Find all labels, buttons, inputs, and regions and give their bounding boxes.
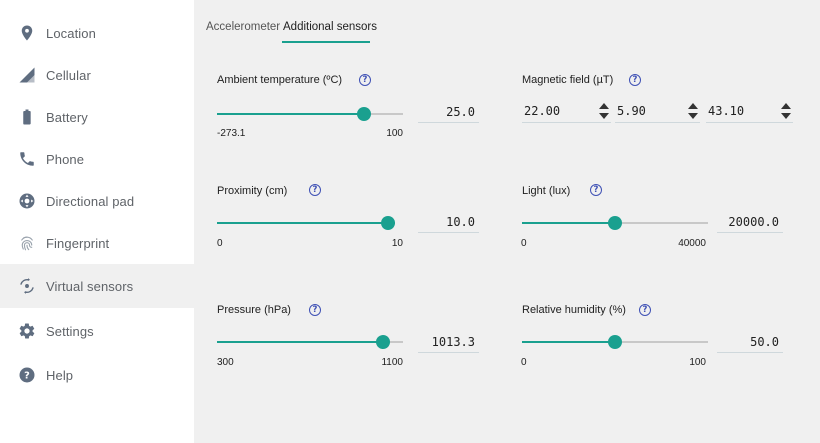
relative-humidity-help-icon[interactable]: ? — [639, 304, 651, 316]
slider-thumb[interactable] — [381, 216, 395, 230]
proximity-max: 10 — [391, 238, 403, 249]
slider-thumb[interactable] — [376, 335, 390, 349]
spinner-arrows-icon[interactable] — [599, 102, 609, 120]
ambient-temperature-help-icon[interactable]: ? — [359, 74, 371, 86]
ambient-temperature-input[interactable]: 25.0 — [418, 101, 479, 123]
tab-active-indicator — [282, 41, 370, 43]
proximity-input[interactable]: 10.0 — [418, 211, 479, 233]
slider-fill — [522, 341, 615, 343]
help-icon: ? — [17, 365, 37, 385]
fingerprint-icon — [17, 233, 37, 253]
proximity-slider[interactable] — [217, 215, 395, 231]
svg-text:?: ? — [24, 370, 30, 381]
light-slider[interactable] — [522, 215, 708, 231]
slider-fill — [217, 341, 383, 343]
pressure-slider[interactable] — [217, 334, 403, 350]
light-min: 0 — [521, 238, 527, 249]
dpad-icon — [17, 191, 37, 211]
light-input[interactable]: 20000.0 — [717, 211, 783, 233]
light-label: Light (lux) — [522, 185, 571, 197]
pressure-label: Pressure (hPa) — [217, 304, 291, 316]
sidebar-item-label: Cellular — [46, 67, 91, 83]
sidebar-item-virtual-sensors[interactable]: Virtual sensors — [0, 264, 194, 308]
ambient-temperature-label: Ambient temperature (ºC) — [217, 74, 343, 86]
phone-icon — [17, 149, 37, 169]
slider-thumb[interactable] — [608, 335, 622, 349]
sidebar-item-label: Help — [46, 367, 74, 383]
sidebar: Location Cellular Battery Phone Directio… — [0, 0, 194, 443]
sidebar-item-battery[interactable]: Battery — [0, 95, 194, 139]
pressure-input[interactable]: 1013.3 — [418, 331, 479, 353]
sidebar-item-label: Settings — [46, 323, 94, 339]
gear-icon — [17, 321, 37, 341]
magnetic-field-label: Magnetic field (µT) — [522, 74, 614, 86]
relative-humidity-input[interactable]: 50.0 — [717, 331, 783, 353]
proximity-min: 0 — [217, 238, 223, 249]
proximity-label: Proximity (cm) — [217, 185, 288, 197]
pressure-help-icon[interactable]: ? — [309, 304, 321, 316]
location-pin-icon — [17, 23, 37, 43]
sidebar-item-label: Directional pad — [46, 193, 135, 209]
slider-thumb[interactable] — [357, 107, 371, 121]
slider-fill — [217, 113, 364, 115]
relative-humidity-min: 0 — [521, 357, 527, 368]
magnetic-field-x-input[interactable]: 22.00 — [522, 101, 611, 123]
slider-thumb[interactable] — [608, 216, 622, 230]
main-panel: Accelerometer Additional sensors Ambient… — [194, 0, 820, 443]
slider-fill — [522, 222, 615, 224]
sidebar-item-location[interactable]: Location — [0, 11, 194, 55]
sidebar-item-label: Battery — [46, 109, 88, 125]
sidebar-item-fingerprint[interactable]: Fingerprint — [0, 221, 194, 265]
light-max: 40000 — [678, 238, 706, 249]
sidebar-item-label: Phone — [46, 151, 85, 167]
magnetic-field-y-input[interactable]: 5.90 — [615, 101, 700, 123]
relative-humidity-max: 100 — [689, 357, 706, 368]
sidebar-item-directional-pad[interactable]: Directional pad — [0, 179, 194, 223]
rotation-icon — [17, 276, 37, 296]
magnetic-field-z-input[interactable]: 43.10 — [706, 101, 793, 123]
spinner-arrows-icon[interactable] — [781, 102, 791, 120]
sidebar-item-cellular[interactable]: Cellular — [0, 53, 194, 97]
tab-accelerometer[interactable]: Accelerometer — [206, 20, 281, 33]
ambient-temperature-slider[interactable] — [217, 106, 403, 122]
ambient-temperature-min: -273.1 — [217, 128, 246, 139]
sidebar-item-label: Virtual sensors — [46, 278, 134, 294]
magnetic-field-help-icon[interactable]: ? — [629, 74, 641, 86]
light-help-icon[interactable]: ? — [590, 184, 602, 196]
pressure-max: 1100 — [381, 357, 403, 368]
sidebar-item-settings[interactable]: Settings — [0, 309, 194, 353]
spinner-arrows-icon[interactable] — [688, 102, 698, 120]
sidebar-item-phone[interactable]: Phone — [0, 137, 194, 181]
battery-icon — [17, 107, 37, 127]
proximity-help-icon[interactable]: ? — [309, 184, 321, 196]
sidebar-item-help[interactable]: ? Help — [0, 353, 194, 397]
sidebar-item-label: Fingerprint — [46, 235, 110, 251]
ambient-temperature-max: 100 — [386, 128, 403, 139]
relative-humidity-label: Relative humidity (%) — [522, 304, 626, 316]
relative-humidity-slider[interactable] — [522, 334, 708, 350]
slider-fill — [217, 222, 395, 224]
pressure-min: 300 — [217, 357, 234, 368]
sidebar-item-label: Location — [46, 25, 96, 41]
cellular-signal-icon — [17, 65, 37, 85]
tab-additional-sensors[interactable]: Additional sensors — [283, 20, 377, 33]
